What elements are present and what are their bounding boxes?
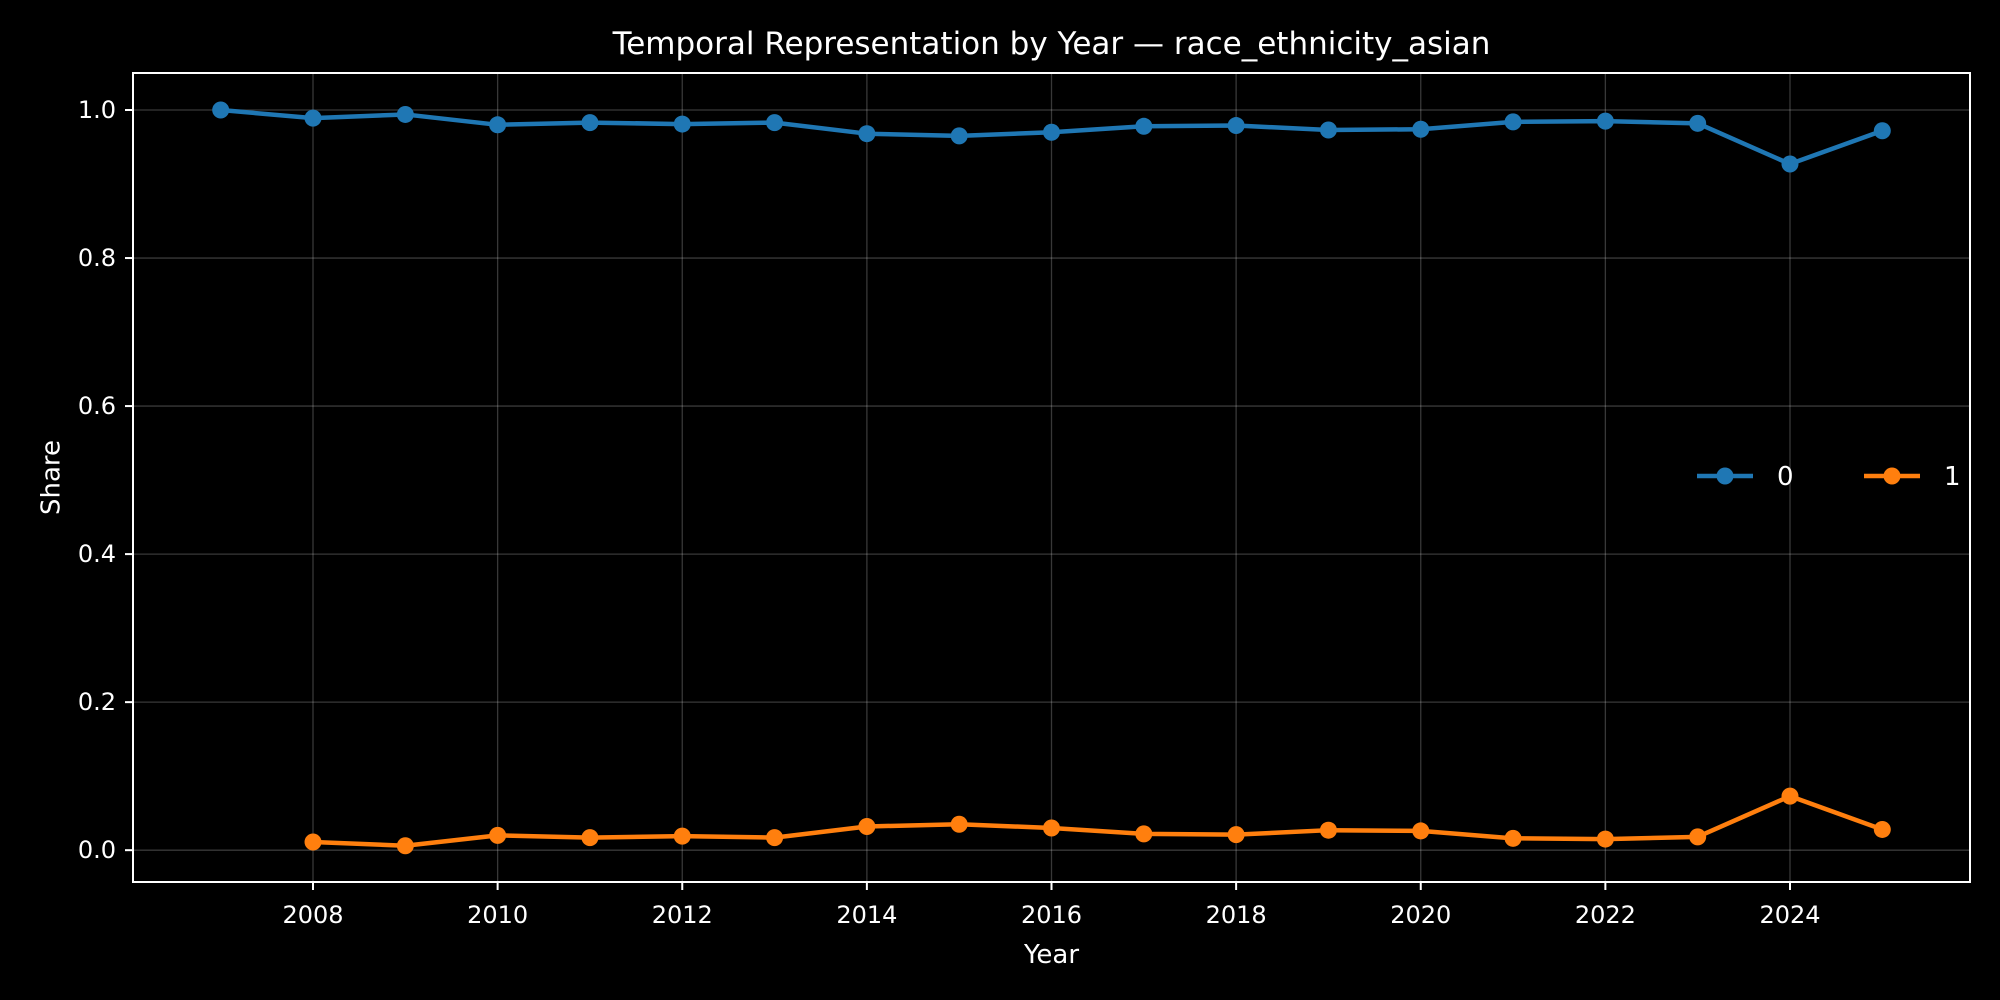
data-point-1-2020 <box>1412 822 1430 840</box>
data-point-0-2011 <box>581 114 599 132</box>
data-point-0-2015 <box>950 127 968 145</box>
data-point-0-2008 <box>304 109 322 127</box>
x-tick-label-2024: 2024 <box>1759 901 1820 929</box>
data-point-1-2018 <box>1227 826 1245 844</box>
y-tick-label-0.6: 0.6 <box>78 392 116 420</box>
y-tick-label-0.0: 0.0 <box>78 836 116 864</box>
x-tick-label-2014: 2014 <box>836 901 897 929</box>
x-tick-label-2012: 2012 <box>652 901 713 929</box>
data-point-0-2024 <box>1781 155 1799 173</box>
series-layer <box>212 101 1891 855</box>
x-tick-label-2008: 2008 <box>282 901 343 929</box>
y-tick-label-1.0: 1.0 <box>78 96 116 124</box>
data-point-1-2013 <box>766 829 784 847</box>
x-tick-label-2020: 2020 <box>1390 901 1451 929</box>
data-point-0-2020 <box>1412 120 1430 138</box>
y-tick-label-0.2: 0.2 <box>78 688 116 716</box>
data-point-0-2022 <box>1596 112 1614 130</box>
data-point-1-2010 <box>489 826 507 844</box>
data-point-0-2014 <box>858 125 876 143</box>
data-point-1-2016 <box>1043 819 1060 837</box>
x-tick-label-2018: 2018 <box>1206 901 1267 929</box>
data-point-0-2010 <box>489 116 507 134</box>
data-point-0-2021 <box>1504 113 1522 131</box>
x-axis-label: Year <box>1023 940 1079 970</box>
data-point-1-2011 <box>581 829 599 847</box>
data-point-1-2022 <box>1596 830 1614 848</box>
data-point-1-2017 <box>1135 825 1153 843</box>
x-tick-label-2010: 2010 <box>467 901 528 929</box>
data-point-1-2014 <box>858 817 876 835</box>
data-point-0-2016 <box>1043 123 1060 141</box>
axes: 2008 2010 2012 2014 2016 2018 2020 2022 2024 0.0 0… <box>78 96 1821 929</box>
legend-label-0: 0 <box>1777 462 1794 492</box>
legend-item-0: 0 <box>1697 462 1794 492</box>
data-point-0-2025 <box>1873 122 1891 140</box>
data-point-1-2023 <box>1689 828 1707 846</box>
y-tick-label-0.4: 0.4 <box>78 540 116 568</box>
data-point-0-2023 <box>1689 114 1707 132</box>
data-point-1-2009 <box>396 837 414 855</box>
data-point-0-2007 <box>212 101 230 119</box>
legend-marker-0 <box>1716 467 1734 485</box>
data-point-0-2019 <box>1319 121 1337 139</box>
legend-marker-1 <box>1883 467 1901 485</box>
data-point-1-2024 <box>1781 787 1799 805</box>
series-0 <box>212 101 1891 173</box>
y-axis-label: Share <box>37 440 67 515</box>
data-point-0-2018 <box>1227 117 1245 135</box>
data-point-0-2017 <box>1135 117 1153 135</box>
data-point-0-2009 <box>396 105 414 123</box>
y-tick-label-0.8: 0.8 <box>78 244 116 272</box>
data-point-1-2015 <box>950 815 968 833</box>
data-point-1-2021 <box>1504 829 1522 847</box>
x-tick-label-2022: 2022 <box>1575 901 1636 929</box>
chart-title: Temporal Representation by Year — race_e… <box>612 26 1491 62</box>
data-point-0-2012 <box>673 115 691 133</box>
grid <box>133 73 1970 882</box>
data-point-0-2013 <box>766 114 784 132</box>
data-point-1-2019 <box>1319 821 1337 839</box>
data-point-1-2008 <box>304 833 322 851</box>
x-tick-label-2016: 2016 <box>1021 901 1082 929</box>
series-line-1 <box>310 793 1885 848</box>
data-point-1-2025 <box>1873 820 1891 838</box>
legend-label-1: 1 <box>1944 462 1961 492</box>
data-point-1-2012 <box>673 827 691 845</box>
series-1 <box>304 787 1891 855</box>
legend-item-1: 1 <box>1864 462 1961 492</box>
